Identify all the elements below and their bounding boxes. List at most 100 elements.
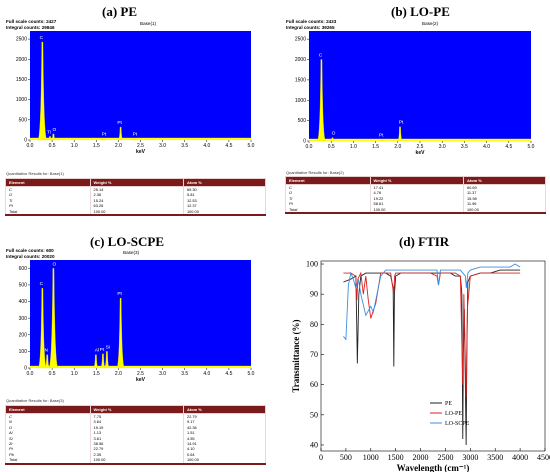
- quant-c-row: O 19.19 42.36: [5, 424, 267, 431]
- eds-b-xtick-label: 0.5: [328, 144, 335, 150]
- eds-a-peak: [47, 136, 53, 141]
- eds-a-peak: [100, 138, 106, 141]
- ftir-xtick-label: 4500: [537, 453, 550, 462]
- eds-b-xtick-label: 2.0: [394, 144, 401, 150]
- quant-b-cell: 100.00: [369, 206, 464, 215]
- quant-a-row: Ti 15.24 12.53: [5, 197, 267, 204]
- quant-c-row: Pb 2.35 0.64: [5, 451, 267, 458]
- eds-a-ytick-label: 1500: [16, 77, 27, 83]
- eds-c-ytick-label: 0: [24, 366, 27, 372]
- eds-c-xtick-label: 3.0: [159, 371, 166, 377]
- eds-c-ytick-label: 300: [19, 316, 28, 322]
- quant-c-cell: 100.00: [89, 457, 184, 465]
- quant-a-row: C 25.14 69.30: [5, 186, 267, 193]
- quant-a-cell: Total: [5, 208, 91, 217]
- quant-a-header-cell: Weight %: [89, 178, 184, 187]
- eds-b-integral: Integral counts: 39265: [286, 25, 335, 30]
- eds-b-peak: [330, 137, 336, 142]
- quant-c-cell: 3.61: [89, 435, 184, 442]
- eds-a-peak-label: Pt: [102, 131, 107, 137]
- quant-b-header-cell: Weight %: [369, 176, 464, 185]
- eds-a-ytick-label: 2500: [16, 37, 27, 43]
- eds-c-base: Base(3): [123, 250, 140, 255]
- quant-c-row: Total 100.00 100.00: [5, 457, 267, 465]
- ftir-xtick-label: 1500: [388, 453, 404, 462]
- quant-b-cell: 15.98: [462, 195, 547, 202]
- eds-b-xtick-label: 4.0: [483, 144, 490, 150]
- eds-c-peak: [104, 351, 110, 369]
- eds-c-ytick-label: 600: [19, 266, 28, 272]
- eds-a-fullscale: Full scale counts: 2427: [6, 19, 57, 24]
- quant-a-cell: 2.36: [89, 192, 184, 198]
- quant-b-cell: 60.69: [462, 184, 547, 191]
- eds-b-peak-label: O: [332, 131, 336, 137]
- quant-a-cell: 63.26: [89, 203, 184, 209]
- eds-b-base: Base(2): [422, 21, 439, 26]
- quant-c-cell: Total: [5, 457, 91, 465]
- quant-table-a: Element Weight % Atom % C 25.14 69.30 O 2.36 5.8…: [5, 178, 267, 217]
- eds-a-xlabel: keV: [136, 149, 146, 155]
- quant-c-cell: 19.19: [89, 424, 184, 431]
- ftir-ytick-label: 80: [310, 320, 318, 329]
- eds-a-xtick-label: 3.0: [159, 143, 166, 149]
- eds-c-xtick-label: 0.5: [49, 371, 56, 377]
- quant-a-cell: 12.37: [182, 203, 267, 209]
- eds-b-ytick-label: 0: [303, 139, 306, 145]
- quant-c-cell: 1.13: [89, 430, 184, 436]
- quant-caption-b: Quantitative Results for: Base(2): [286, 170, 344, 175]
- quant-a-cell: 15.24: [89, 197, 184, 204]
- eds-a-xtick-label: 5.0: [248, 143, 255, 149]
- quant-b-header-cell: Atom %: [462, 176, 547, 185]
- eds-b-fullscale: Full scale counts: 2433: [286, 19, 337, 24]
- eds-c-ytick-label: 500: [19, 283, 28, 289]
- eds-c-xtick-label: 2.5: [137, 371, 144, 377]
- eds-c-peak-label: C: [40, 281, 44, 287]
- ftir-xtick-label: 3000: [462, 453, 478, 462]
- eds-c-xtick-label: 1.5: [93, 371, 100, 377]
- ftir-ytick-label: 90: [310, 290, 318, 299]
- eds-a-peak: [117, 126, 124, 141]
- eds-b-xtick-label: 3.0: [439, 144, 446, 150]
- quant-c-cell: 22.79: [89, 446, 184, 452]
- eds-a-xtick-label: 1.5: [93, 143, 100, 149]
- eds-a-plot-area: [30, 31, 251, 140]
- quant-c-cell: 4.10: [182, 446, 267, 452]
- eds-c-peak-label: Pt: [100, 347, 105, 353]
- eds-a-peak-label: C: [40, 35, 44, 41]
- eds-a-xtick-label: 0.5: [49, 143, 56, 149]
- quant-c-header-cell: Element: [5, 405, 91, 414]
- eds-c-ytick-label: 400: [19, 299, 28, 305]
- quant-a-cell: 69.30: [182, 186, 267, 193]
- eds-a-integral: Integral counts: 29846: [6, 25, 55, 30]
- quant-b-row: Ti 19.22 15.98: [285, 195, 547, 202]
- quant-b-cell: Total: [285, 206, 371, 215]
- eds-c-header: Full scale counts: 600 Integral counts: …: [6, 248, 55, 260]
- eds-c-peak-label: Si: [106, 344, 110, 350]
- eds-c-ytick-label: 200: [19, 332, 28, 338]
- quant-c-cell: 14.91: [182, 441, 267, 447]
- eds-c-xtick-label: 1.0: [71, 371, 78, 377]
- quant-c-header-cell: Weight %: [89, 405, 184, 414]
- eds-a-xtick-label: 0.0: [27, 143, 34, 149]
- eds-a-xtick-label: 2.0: [115, 143, 122, 149]
- ftir-series-line: [343, 271, 521, 397]
- quant-b-row: Pt 58.61 11.96: [285, 201, 547, 207]
- quant-a-header-cell: Atom %: [182, 178, 267, 187]
- eds-a-peak-label: O: [53, 127, 57, 133]
- quant-a-cell: 5.81: [182, 192, 267, 198]
- quant-b-cell: 100.00: [462, 206, 547, 215]
- eds-a-ytick-label: 1000: [16, 97, 27, 103]
- eds-b-xtick-label: 1.5: [372, 144, 379, 150]
- ftir-legend-label: LO-PE: [445, 411, 462, 417]
- eds-b-ytick-label: 500: [298, 118, 307, 124]
- eds-b-xtick-label: 5.0: [528, 144, 535, 150]
- eds-c-xtick-label: 0.0: [27, 371, 34, 377]
- quant-c-cell: 100.00: [182, 457, 267, 465]
- eds-c-xtick-label: 3.5: [181, 371, 188, 377]
- quant-c-row: Pt 22.79 4.10: [5, 446, 267, 452]
- ftir-series-line: [343, 269, 521, 445]
- quant-b-cell: 19.22: [369, 195, 464, 202]
- eds-a-peak: [131, 138, 137, 141]
- eds-a-xtick-label: 2.5: [137, 143, 144, 149]
- quant-c-cell: 4.55: [182, 435, 267, 442]
